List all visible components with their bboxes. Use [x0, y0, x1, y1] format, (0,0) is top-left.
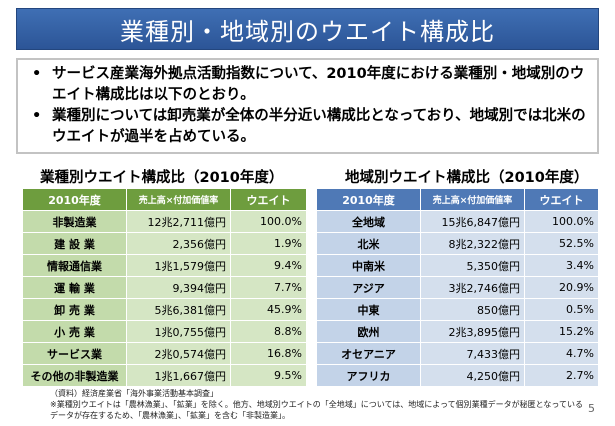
table-header-row: 2010年度 売上高×付加価値率 ウエイト: [22, 188, 307, 211]
page-number: 5: [588, 402, 595, 415]
bullet-item: • サービス産業海外拠点活動指数について、2010年度における業種別・地域別のウ…: [32, 64, 587, 106]
bullet-dot: •: [32, 66, 42, 82]
table-row: 小 売 業 1兆0,755億円 8.8%: [22, 320, 307, 343]
sales-value: 850億円: [420, 298, 525, 321]
weight-value: 4.7%: [524, 342, 599, 365]
title-bar: 業種別・地域別のウエイト構成比: [16, 8, 599, 50]
sales-value: 2兆0,574億円: [126, 342, 231, 365]
column-header: ウエイト: [524, 188, 599, 211]
column-header: 2010年度: [316, 188, 421, 211]
row-label: 非製造業: [22, 210, 127, 233]
table-row: 欧州 2兆3,895億円 15.2%: [316, 320, 599, 343]
column-header: 売上高×付加価値率: [420, 188, 525, 211]
sales-value: 4,250億円: [420, 364, 525, 387]
table-row: オセアニア 7,433億円 4.7%: [316, 342, 599, 365]
column-header: 2010年度: [22, 188, 127, 211]
sales-value: 7,433億円: [420, 342, 525, 365]
industry-table-caption: 業種別ウエイト構成比（2010年度）: [40, 170, 284, 186]
table-row: 中東 850億円 0.5%: [316, 298, 599, 321]
weight-value: 15.2%: [524, 320, 599, 343]
source-notes: （資料）経済産業省「海外事業活動基本調査」 ※業種別ウエイトは「農林漁業」、「鉱…: [50, 388, 590, 421]
sales-value: 5,350億円: [420, 254, 525, 277]
row-label: その他の非製造業: [22, 364, 127, 387]
row-label: 中南米: [316, 254, 421, 277]
row-label: 北米: [316, 232, 421, 255]
weight-value: 100.0%: [524, 210, 599, 233]
weight-value: 9.5%: [230, 364, 307, 387]
weight-value: 2.7%: [524, 364, 599, 387]
bullet-item: • 業種別については卸売業が全体の半分近い構成比となっており、地域別では北米のウ…: [32, 106, 587, 148]
sales-value: 5兆6,381億円: [126, 298, 231, 321]
table-row: アジア 3兆2,746億円 20.9%: [316, 276, 599, 299]
table-row: 建 設 業 2,356億円 1.9%: [22, 232, 307, 255]
sales-value: 12兆2,711億円: [126, 210, 231, 233]
page-title: 業種別・地域別のウエイト構成比: [120, 17, 495, 46]
sales-value: 1兆1,579億円: [126, 254, 231, 277]
table-row: サービス業 2兆0,574億円 16.8%: [22, 342, 307, 365]
row-label: 卸 売 業: [22, 298, 127, 321]
table-row: 北米 8兆2,322億円 52.5%: [316, 232, 599, 255]
sales-value: 9,394億円: [126, 276, 231, 299]
row-label: 小 売 業: [22, 320, 127, 343]
bullet-text: サービス産業海外拠点活動指数について、2010年度における業種別・地域別のウエイ…: [52, 66, 585, 103]
sales-value: 15兆6,847億円: [420, 210, 525, 233]
column-header: 売上高×付加価値率: [126, 188, 231, 211]
table-row: 非製造業 12兆2,711億円 100.0%: [22, 210, 307, 233]
weight-value: 45.9%: [230, 298, 307, 321]
table-row: 運 輸 業 9,394億円 7.7%: [22, 276, 307, 299]
table-row: 卸 売 業 5兆6,381億円 45.9%: [22, 298, 307, 321]
row-label: 情報通信業: [22, 254, 127, 277]
region-table-caption: 地域別ウエイト構成比（2010年度）: [345, 170, 589, 186]
column-header: ウエイト: [230, 188, 307, 211]
source-note: （資料）経済産業省「海外事業活動基本調査」: [50, 389, 218, 398]
weight-value: 0.5%: [524, 298, 599, 321]
weight-value: 1.9%: [230, 232, 307, 255]
row-label: サービス業: [22, 342, 127, 365]
row-label: アジア: [316, 276, 421, 299]
sales-value: 2兆3,895億円: [420, 320, 525, 343]
weight-value: 3.4%: [524, 254, 599, 277]
row-label: オセアニア: [316, 342, 421, 365]
row-label: 運 輸 業: [22, 276, 127, 299]
sales-value: 3兆2,746億円: [420, 276, 525, 299]
row-label: 欧州: [316, 320, 421, 343]
weight-value: 9.4%: [230, 254, 307, 277]
weight-value: 52.5%: [524, 232, 599, 255]
table-header-row: 2010年度 売上高×付加価値率 ウエイト: [316, 188, 599, 211]
row-label: アフリカ: [316, 364, 421, 387]
weight-value: 20.9%: [524, 276, 599, 299]
industry-weight-table: 2010年度 売上高×付加価値率 ウエイト 非製造業 12兆2,711億円 100.…: [22, 188, 307, 387]
table-row: その他の非製造業 1兆1,667億円 9.5%: [22, 364, 307, 387]
sales-value: 2,356億円: [126, 232, 231, 255]
weight-value: 100.0%: [230, 210, 307, 233]
sales-value: 8兆2,322億円: [420, 232, 525, 255]
bullet-text: 業種別については卸売業が全体の半分近い構成比となっており、地域別では北米のウエイ…: [52, 108, 586, 145]
weight-value: 8.8%: [230, 320, 307, 343]
table-row: 全地域 15兆6,847億円 100.0%: [316, 210, 599, 233]
weight-value: 7.7%: [230, 276, 307, 299]
row-label: 全地域: [316, 210, 421, 233]
summary-box: • サービス産業海外拠点活動指数について、2010年度における業種別・地域別のウ…: [16, 58, 599, 154]
weight-value: 16.8%: [230, 342, 307, 365]
row-label: 中東: [316, 298, 421, 321]
sales-value: 1兆1,667億円: [126, 364, 231, 387]
table-row: 情報通信業 1兆1,579億円 9.4%: [22, 254, 307, 277]
table-row: アフリカ 4,250億円 2.7%: [316, 364, 599, 387]
sales-value: 1兆0,755億円: [126, 320, 231, 343]
bullet-dot: •: [32, 108, 42, 124]
region-weight-table: 2010年度 売上高×付加価値率 ウエイト 全地域 15兆6,847億円 100.0…: [316, 188, 599, 387]
table-row: 中南米 5,350億円 3.4%: [316, 254, 599, 277]
row-label: 建 設 業: [22, 232, 127, 255]
footnote: ※業種別ウエイトは「農林漁業」、「鉱業」を除く。他方、地域別ウエイトの「全地域」…: [50, 400, 584, 420]
